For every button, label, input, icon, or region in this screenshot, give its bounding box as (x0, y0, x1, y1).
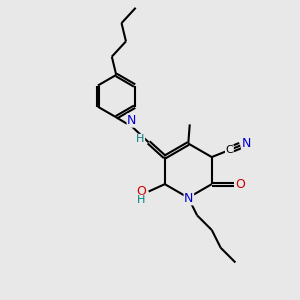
Text: O: O (235, 178, 244, 191)
Text: H: H (137, 195, 146, 205)
Text: N: N (242, 137, 251, 150)
Text: N: N (184, 192, 194, 205)
Text: O: O (136, 185, 146, 198)
Text: C: C (226, 145, 233, 155)
Text: H: H (136, 134, 145, 144)
Text: N: N (127, 114, 136, 127)
